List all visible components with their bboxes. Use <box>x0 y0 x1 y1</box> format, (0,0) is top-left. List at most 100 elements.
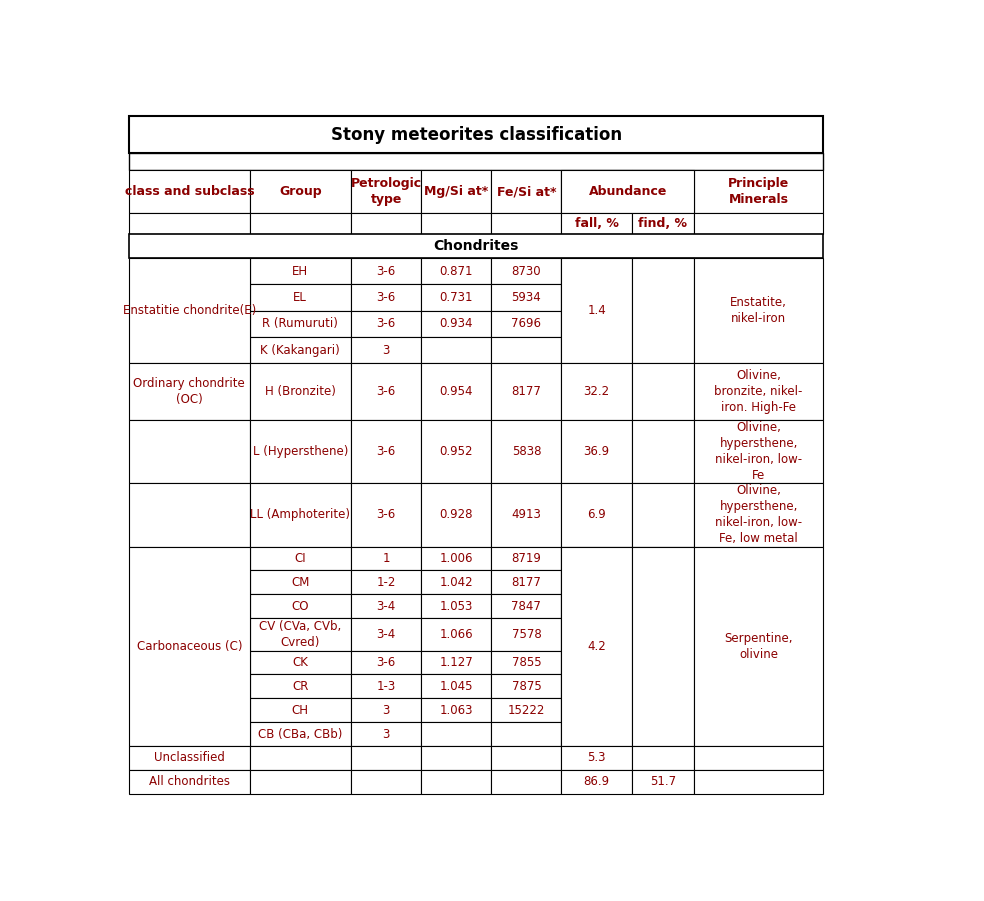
Bar <box>129 213 250 234</box>
Bar <box>351 311 421 337</box>
Bar <box>632 746 694 769</box>
Bar <box>562 547 632 570</box>
Bar <box>491 769 562 794</box>
Bar <box>250 337 351 363</box>
Text: Enstatitie chondrite(E): Enstatitie chondrite(E) <box>123 305 256 317</box>
Text: EH: EH <box>292 265 308 278</box>
Bar <box>129 547 250 746</box>
Bar <box>632 722 694 746</box>
Bar <box>562 483 632 547</box>
Text: 1.053: 1.053 <box>440 599 473 613</box>
Bar <box>491 337 562 363</box>
Bar <box>491 259 562 285</box>
Text: Serpentine,
olivine: Serpentine, olivine <box>724 632 793 660</box>
Bar <box>694 170 823 213</box>
Bar <box>562 170 632 213</box>
Bar <box>562 547 632 746</box>
Bar <box>421 722 491 746</box>
Bar <box>421 483 491 547</box>
Text: 1.063: 1.063 <box>440 704 473 716</box>
Bar <box>632 594 694 618</box>
Bar <box>491 746 562 769</box>
Text: 3-6: 3-6 <box>377 386 396 398</box>
Text: Stony meteorites classification: Stony meteorites classification <box>331 125 622 143</box>
Bar <box>491 618 562 651</box>
Bar <box>421 618 491 651</box>
Bar <box>351 259 421 285</box>
Text: Chondrites: Chondrites <box>433 240 519 253</box>
Bar <box>250 213 351 234</box>
Bar <box>250 594 351 618</box>
Bar <box>562 311 632 337</box>
Text: 6.9: 6.9 <box>587 508 606 521</box>
Text: 1.006: 1.006 <box>440 552 473 565</box>
Bar <box>421 594 491 618</box>
Bar <box>491 594 562 618</box>
Bar <box>421 570 491 594</box>
Bar <box>250 722 351 746</box>
Text: Olivine,
hypersthene,
nikel-iron, low-
Fe: Olivine, hypersthene, nikel-iron, low- F… <box>715 421 802 482</box>
Bar <box>491 311 562 337</box>
Bar <box>250 259 351 285</box>
Text: 1.045: 1.045 <box>440 680 473 693</box>
Bar <box>250 547 351 570</box>
Bar <box>632 570 694 594</box>
Text: fall, %: fall, % <box>575 217 619 230</box>
Text: All chondrites: All chondrites <box>149 775 230 788</box>
Text: 3-4: 3-4 <box>377 599 396 613</box>
Bar <box>632 618 694 651</box>
Text: Unclassified: Unclassified <box>154 751 224 764</box>
Bar <box>129 259 250 363</box>
Bar <box>491 570 562 594</box>
Bar <box>694 746 823 769</box>
Bar <box>632 311 694 337</box>
Text: 3-6: 3-6 <box>377 265 396 278</box>
Text: 1.042: 1.042 <box>440 576 473 588</box>
Bar <box>129 483 250 547</box>
Text: Enstatite,
nikel-iron: Enstatite, nikel-iron <box>730 296 787 325</box>
Text: CR: CR <box>292 680 309 693</box>
Text: 0.871: 0.871 <box>440 265 473 278</box>
Text: Olivine,
hypersthene,
nikel-iron, low-
Fe, low metal: Olivine, hypersthene, nikel-iron, low- F… <box>715 484 802 545</box>
Text: 7847: 7847 <box>512 599 541 613</box>
Text: 3-4: 3-4 <box>377 628 396 641</box>
Text: 0.952: 0.952 <box>440 445 473 458</box>
Bar <box>351 618 421 651</box>
Bar <box>562 722 632 746</box>
Text: R (Rumuruti): R (Rumuruti) <box>263 317 338 331</box>
Bar <box>250 420 351 483</box>
Text: 3-6: 3-6 <box>377 317 396 331</box>
Text: CI: CI <box>294 552 306 565</box>
Bar <box>491 363 562 420</box>
Bar <box>351 420 421 483</box>
Bar <box>562 769 632 794</box>
Text: CO: CO <box>291 599 309 613</box>
Bar <box>694 363 823 420</box>
Bar <box>351 594 421 618</box>
Bar <box>632 547 694 570</box>
Bar <box>250 698 351 722</box>
Text: 15222: 15222 <box>508 704 545 716</box>
Text: 1-2: 1-2 <box>377 576 396 588</box>
Text: 3: 3 <box>383 704 390 716</box>
Bar <box>562 363 632 420</box>
Bar <box>562 651 632 675</box>
Bar <box>694 213 823 234</box>
Bar <box>694 420 823 483</box>
Bar <box>129 746 250 769</box>
Text: 5838: 5838 <box>512 445 541 458</box>
Text: Ordinary chondrite
(OC): Ordinary chondrite (OC) <box>134 378 245 406</box>
Bar <box>632 698 694 722</box>
Text: CM: CM <box>291 576 310 588</box>
Text: 0.928: 0.928 <box>440 508 473 521</box>
Text: 8730: 8730 <box>512 265 541 278</box>
Bar <box>632 651 694 675</box>
Bar <box>421 363 491 420</box>
Bar <box>351 698 421 722</box>
Bar <box>562 259 632 363</box>
Text: 1.127: 1.127 <box>440 656 473 669</box>
Bar <box>491 651 562 675</box>
Bar <box>562 618 632 651</box>
Bar <box>694 483 823 547</box>
Text: class and subclass: class and subclass <box>125 186 254 198</box>
